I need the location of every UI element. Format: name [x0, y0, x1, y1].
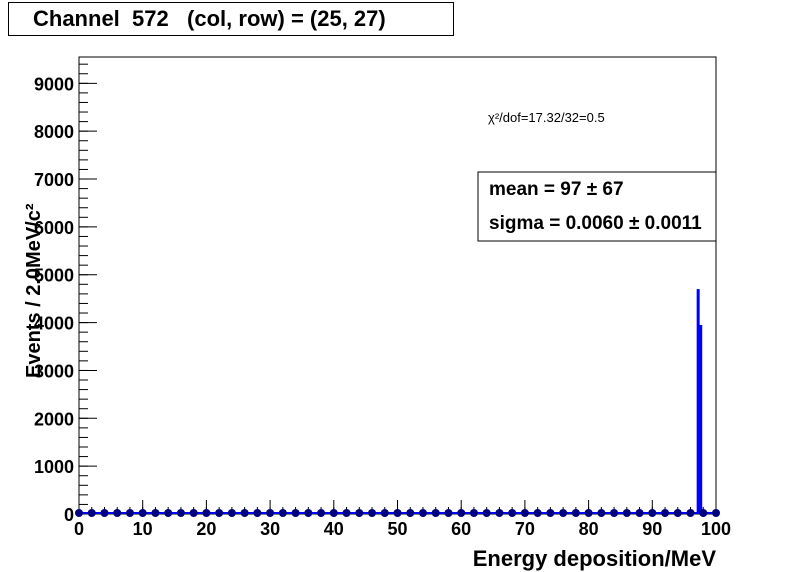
data-point	[597, 509, 606, 517]
x-tick-label: 100	[701, 519, 731, 539]
y-axis-label: Events / 2.0MeV/c²	[23, 203, 45, 378]
data-point	[125, 509, 134, 517]
data-point	[418, 509, 427, 517]
data-point	[648, 509, 657, 517]
fit-stats-box	[477, 171, 717, 242]
data-point	[584, 509, 593, 517]
data-point	[571, 509, 580, 517]
x-axis-label: Energy deposition/MeV	[473, 546, 717, 571]
data-point	[304, 509, 313, 517]
data-point	[176, 509, 185, 517]
data-point	[151, 509, 160, 517]
x-tick-label: 60	[451, 519, 471, 539]
histogram-bar	[696, 289, 700, 514]
y-tick-label: 8000	[34, 122, 74, 142]
y-tick-label: 3000	[34, 361, 74, 381]
y-tick-label: 2000	[34, 409, 74, 429]
data-point	[291, 509, 300, 517]
data-point	[355, 509, 364, 517]
major-ticks	[78, 82, 717, 515]
y-tick-labels: 0 1000 2000 3000 4000 5000 6000 7000 8000 9000	[34, 74, 74, 525]
sigma-stat: sigma = 0.0060 ± 0.0011	[489, 213, 702, 234]
chi2-annotation: χ²/dof=17.32/32=0.5	[488, 110, 605, 125]
histogram-bars	[79, 289, 716, 514]
y-tick-label: 6000	[34, 218, 74, 238]
x-tick-label: 50	[387, 519, 407, 539]
x-tick-label: 80	[579, 519, 599, 539]
data-point	[457, 509, 466, 517]
x-tick-label: 70	[515, 519, 535, 539]
data-point	[368, 509, 377, 517]
x-tick-label: 0	[74, 519, 84, 539]
x-tick-label: 10	[133, 519, 153, 539]
data-point	[342, 509, 351, 517]
chart-title: Channel 572 (col, row) = (25, 27)	[8, 2, 454, 36]
data-point	[661, 509, 670, 517]
data-point	[495, 509, 504, 517]
data-point	[215, 509, 224, 517]
data-point	[699, 509, 708, 517]
data-point	[469, 509, 478, 517]
data-point	[278, 509, 287, 517]
data-point	[202, 509, 211, 517]
data-point	[164, 509, 173, 517]
data-point	[138, 509, 147, 517]
data-point	[712, 509, 720, 517]
data-point	[75, 509, 83, 517]
data-point	[240, 509, 249, 517]
x-tick-label: 20	[196, 519, 216, 539]
mean-stat: mean = 97 ± 67	[489, 179, 624, 200]
data-point	[253, 509, 262, 517]
data-point	[533, 509, 542, 517]
data-point	[227, 509, 236, 517]
data-point	[100, 509, 109, 517]
data-point	[520, 509, 529, 517]
x-tick-label: 30	[260, 519, 280, 539]
data-point	[393, 509, 402, 517]
y-tick-label: 9000	[34, 74, 74, 94]
data-point	[406, 509, 415, 517]
data-point	[444, 509, 453, 517]
plot-frame	[78, 56, 717, 515]
data-point	[546, 509, 555, 517]
data-point	[559, 509, 568, 517]
data-point	[266, 509, 275, 517]
x-tick-labels: 0 10 20 30 40 50 60 70 80 90 100	[74, 519, 731, 539]
data-point	[329, 509, 338, 517]
data-point	[673, 509, 682, 517]
y-tick-label: 7000	[34, 170, 74, 190]
y-tick-label: 1000	[34, 457, 74, 477]
data-point	[635, 509, 644, 517]
data-point	[686, 509, 695, 517]
data-point	[380, 509, 389, 517]
data-points	[75, 509, 720, 517]
data-point	[113, 509, 122, 517]
data-point	[482, 509, 491, 517]
histogram-bar	[699, 324, 703, 514]
y-tick-label: 4000	[34, 314, 74, 334]
x-tick-label: 90	[642, 519, 662, 539]
y-tick-label: 0	[64, 505, 74, 525]
data-point	[87, 509, 96, 517]
minor-ticks	[78, 63, 717, 515]
data-point	[189, 509, 198, 517]
data-point	[508, 509, 517, 517]
data-point	[431, 509, 440, 517]
data-point	[317, 509, 326, 517]
y-tick-label: 5000	[34, 266, 74, 286]
data-point	[622, 509, 631, 517]
data-point	[610, 509, 619, 517]
x-tick-label: 40	[324, 519, 344, 539]
